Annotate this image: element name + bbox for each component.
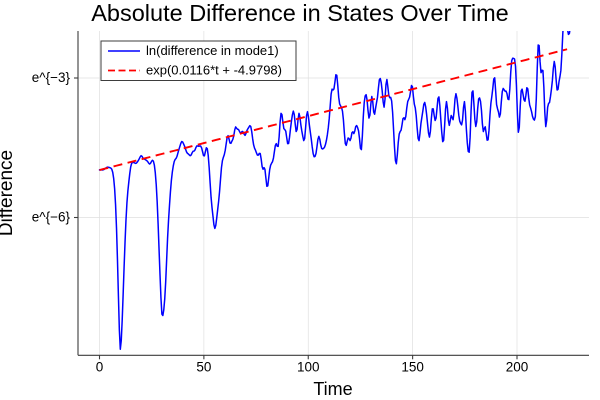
svg-text:Absolute Difference in States: Absolute Difference in States Over Time	[91, 0, 509, 26]
svg-text:Difference: Difference	[0, 150, 17, 236]
svg-text:Time: Time	[313, 379, 352, 399]
svg-text:ln(difference in mode1): ln(difference in mode1)	[146, 43, 279, 58]
svg-text:e^{−6}: e^{−6}	[32, 210, 71, 225]
svg-text:100: 100	[297, 359, 320, 374]
svg-text:50: 50	[196, 359, 211, 374]
svg-text:200: 200	[506, 359, 529, 374]
svg-text:150: 150	[401, 359, 424, 374]
svg-text:exp(0.0116*t + -4.9798): exp(0.0116*t + -4.9798)	[146, 63, 282, 78]
svg-text:e^{−3}: e^{−3}	[32, 70, 71, 85]
svg-text:0: 0	[96, 359, 104, 374]
